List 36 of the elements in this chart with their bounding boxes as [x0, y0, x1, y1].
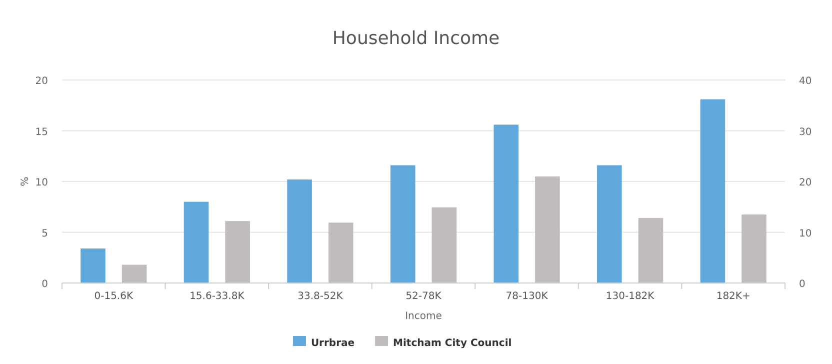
bar — [80, 248, 106, 283]
x-tick-label: 33.8-52K — [298, 291, 344, 302]
x-tick-label: 0-15.6K — [94, 291, 134, 302]
bar — [535, 176, 560, 283]
bar — [638, 218, 664, 283]
x-tick-label: 78-130K — [506, 291, 548, 302]
y-tick-label: 5 — [42, 228, 48, 240]
legend-label: Mitcham City Council — [393, 338, 512, 349]
x-tick-label: 182K+ — [716, 291, 750, 302]
x-tick-label: 15.6-33.8K — [190, 291, 245, 302]
bar — [328, 222, 354, 283]
bar — [225, 221, 250, 283]
x-tick-label: 52-78K — [406, 291, 442, 302]
y2-tick-label: 20 — [799, 178, 812, 188]
legend-label: Urrbrae — [310, 338, 355, 349]
bar — [287, 179, 312, 283]
chart-title: Household Income — [332, 28, 500, 49]
y2-tick-label: 10 — [799, 228, 812, 240]
y-tick-label: 0 — [42, 279, 48, 290]
y-axis-title: % — [20, 176, 31, 186]
y-tick-label: 20 — [35, 76, 48, 87]
bar — [184, 202, 209, 283]
y2-tick-label: 40 — [799, 76, 812, 87]
x-axis-title: Income — [405, 311, 442, 322]
y-tick-label: 10 — [35, 178, 48, 188]
bar — [700, 99, 726, 283]
bar — [432, 207, 457, 283]
y-tick-label: 15 — [35, 126, 48, 138]
x-tick-label: 130-182K — [606, 291, 655, 302]
bar — [122, 264, 147, 283]
bar — [597, 165, 622, 283]
bar — [494, 124, 519, 283]
y2-tick-label: 0 — [799, 279, 806, 290]
bar — [742, 214, 766, 283]
y2-tick-label: 30 — [799, 126, 812, 138]
bar — [390, 165, 416, 283]
